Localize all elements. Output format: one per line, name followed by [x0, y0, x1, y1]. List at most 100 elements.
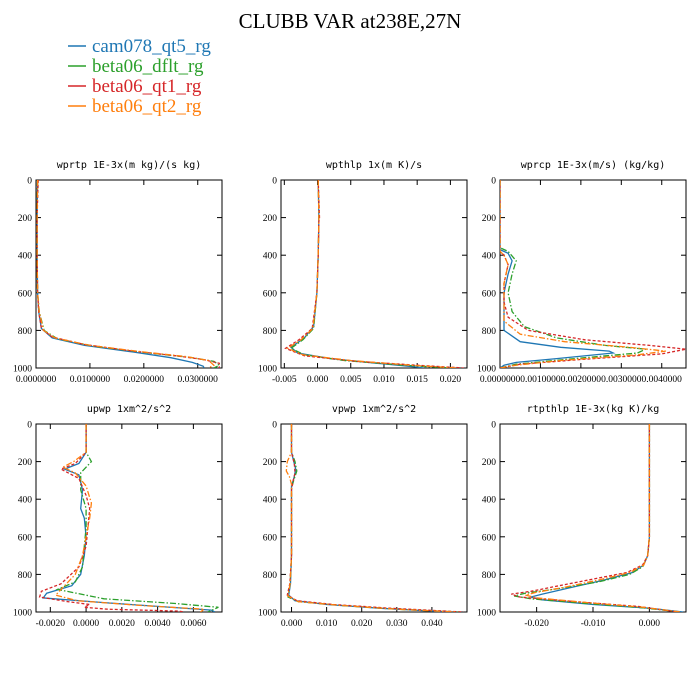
y-tick-label: 200 [482, 458, 497, 468]
x-tick-label: 0.0300000 [178, 375, 219, 385]
legend-label: cam078_qt5_rg [92, 36, 211, 57]
y-tick-label: 800 [18, 571, 33, 581]
series-line-beta06_qt2_rg [36, 180, 216, 368]
x-tick-label: 0.0000 [73, 619, 99, 629]
y-tick-label: 0 [272, 421, 277, 431]
x-tick-label: 0.0020 [109, 619, 135, 629]
series-line-beta06_qt2_rg [286, 180, 458, 368]
x-tick-label: 0.040 [421, 619, 443, 629]
y-tick-label: 0 [27, 421, 32, 431]
x-tick-label: 0.005 [340, 375, 362, 385]
series-line-beta06_dflt_rg [55, 424, 219, 612]
plot-frame [35, 423, 223, 613]
x-tick-label: -0.005 [272, 375, 297, 385]
legend-label: beta06_qt2_rg [92, 96, 202, 117]
plot-frame [280, 423, 468, 613]
y-tick-label: 800 [482, 327, 497, 337]
y-tick-label: 1000 [477, 365, 496, 375]
x-tick-label: 0.030 [386, 619, 408, 629]
chart-panel: vpwp 1xm^2/s^2 0 200 400 600 800 1000 0.000 0.01… [258, 404, 468, 629]
x-tick-label: 0.010 [373, 375, 395, 385]
x-tick-label: 0.015 [406, 375, 428, 385]
plot-frame [280, 179, 468, 369]
panel-title: wpthlp 1x(m K)/s [326, 160, 422, 171]
series-line-beta06_qt2_rg [54, 424, 206, 612]
chart-panel: wprtp 1E-3x(m kg)/(s kg) 0 200 400 600 800 100… [13, 160, 223, 385]
x-tick-label: 0.0040 [145, 619, 171, 629]
plot-frame [35, 179, 223, 369]
y-tick-label: 200 [263, 214, 278, 224]
series-line-cam078_qt5_rg [530, 424, 684, 612]
y-tick-label: 400 [482, 496, 497, 506]
chart-panel: wpthlp 1x(m K)/s 0 200 400 600 800 1000-0.005 0… [258, 160, 468, 385]
legend-label: beta06_dflt_rg [92, 56, 204, 77]
series-line-cam078_qt5_rg [288, 424, 450, 612]
x-tick-label: 0.0000000 [16, 375, 57, 385]
y-tick-label: 600 [263, 289, 278, 299]
series-line-cam078_qt5_rg [41, 424, 216, 612]
x-tick-label: 0.0030000 [601, 375, 642, 385]
panel-title: upwp 1xm^2/s^2 [87, 404, 171, 415]
y-tick-label: 1000 [13, 365, 32, 375]
x-tick-label: 0.020 [440, 375, 462, 385]
x-tick-label: -0.010 [581, 619, 606, 629]
y-tick-label: 600 [18, 533, 33, 543]
x-tick-label: 0.0040000 [642, 375, 683, 385]
y-tick-label: 400 [18, 252, 33, 262]
chart-panel: upwp 1xm^2/s^2 0 200 400 600 800 1000 -0.0020 0.… [13, 404, 223, 629]
legend-label: beta06_qt1_rg [92, 76, 202, 97]
x-tick-label: 0.0010000 [520, 375, 561, 385]
plot-frame [499, 179, 687, 369]
x-tick-label: 0.010 [316, 619, 338, 629]
x-tick-label: 0.0200000 [124, 375, 165, 385]
series-line-beta06_dflt_rg [513, 424, 681, 612]
y-tick-label: 200 [482, 214, 497, 224]
y-tick-label: 0 [491, 177, 496, 187]
x-tick-label: 0.0060 [180, 619, 206, 629]
series-line-beta06_qt2_rg [500, 180, 666, 368]
y-tick-label: 800 [263, 327, 278, 337]
y-tick-label: 0 [27, 177, 32, 187]
x-tick-label: 0.000 [281, 619, 303, 629]
x-tick-label: 0.0100000 [70, 375, 111, 385]
x-tick-label: -0.0020 [36, 619, 66, 629]
y-tick-label: 600 [482, 533, 497, 543]
x-tick-label: 0.0000000 [480, 375, 521, 385]
series-line-cam078_qt5_rg [289, 180, 424, 368]
x-tick-label: 0.0020000 [561, 375, 602, 385]
y-tick-label: 600 [482, 289, 497, 299]
series-line-beta06_dflt_rg [287, 424, 461, 612]
series-line-beta06_qt1_rg [500, 180, 686, 368]
y-tick-label: 200 [18, 214, 33, 224]
y-tick-label: 600 [18, 289, 33, 299]
y-tick-label: 0 [272, 177, 277, 187]
series-line-beta06_qt2_rg [525, 424, 681, 612]
y-tick-label: 400 [263, 252, 278, 262]
y-tick-label: 800 [18, 327, 33, 337]
y-tick-label: 1000 [13, 609, 32, 619]
figure-title: CLUBB VAR at238E,27N [239, 9, 462, 33]
y-tick-label: 1000 [477, 609, 496, 619]
legend: cam078_qt5_rgbeta06_dflt_rgbeta06_qt1_rg… [68, 36, 211, 117]
plot-frame [499, 423, 687, 613]
y-tick-label: 800 [482, 571, 497, 581]
y-tick-label: 1000 [258, 609, 277, 619]
panels: wprtp 1E-3x(m kg)/(s kg) 0 200 400 600 800 100… [13, 160, 687, 629]
y-tick-label: 400 [263, 496, 278, 506]
y-tick-label: 200 [263, 458, 278, 468]
y-tick-label: 600 [263, 533, 278, 543]
series-line-beta06_qt1_rg [511, 424, 678, 612]
panel-title: wprtp 1E-3x(m kg)/(s kg) [57, 160, 202, 171]
series-line-beta06_qt2_rg [285, 424, 457, 612]
x-tick-label: 0.000 [639, 619, 661, 629]
panel-title: wprcp 1E-3x(m/s) (kg/kg) [521, 160, 666, 171]
y-tick-label: 400 [18, 496, 33, 506]
series-line-beta06_qt1_rg [284, 180, 464, 368]
chart-panel: rtpthlp 1E-3x(kg K)/kg 0 200 400 600 800 1000 -… [477, 404, 687, 629]
y-tick-label: 0 [491, 421, 496, 431]
series-line-beta06_qt1_rg [286, 424, 464, 612]
x-tick-label: -0.020 [524, 619, 549, 629]
x-tick-label: 0.000 [307, 375, 329, 385]
x-tick-label: 0.020 [351, 619, 373, 629]
